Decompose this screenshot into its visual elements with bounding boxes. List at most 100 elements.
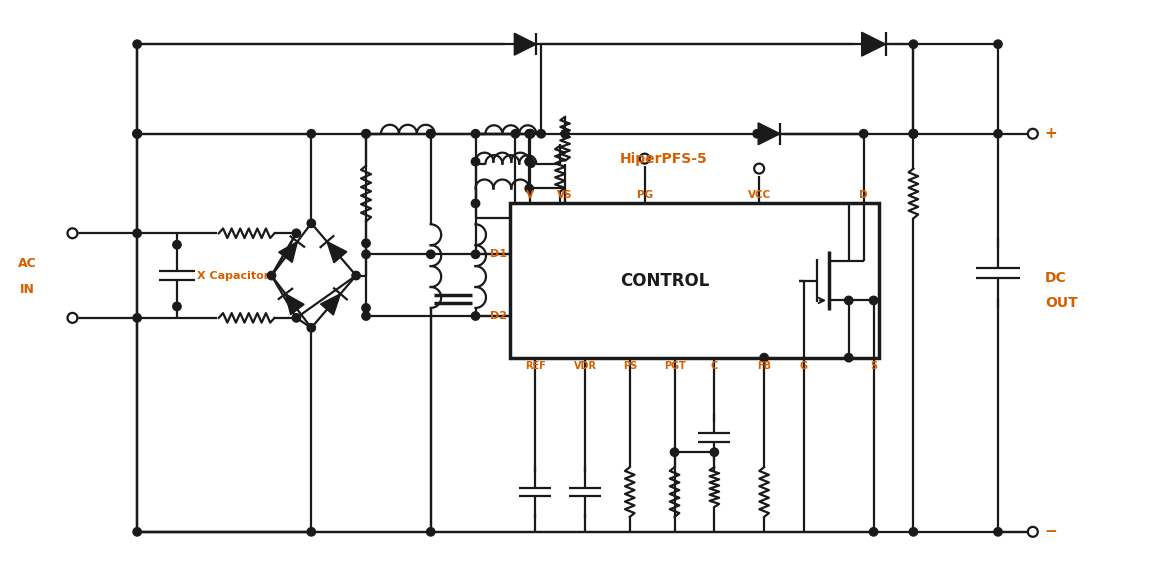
Text: G: G [800, 361, 809, 370]
Text: PG: PG [636, 190, 652, 201]
Circle shape [352, 272, 360, 280]
Circle shape [308, 528, 316, 536]
Circle shape [994, 40, 1002, 49]
Text: D: D [860, 190, 868, 201]
Circle shape [472, 250, 480, 258]
Circle shape [133, 129, 141, 138]
Text: S: S [870, 361, 877, 370]
Polygon shape [514, 34, 536, 55]
Circle shape [760, 354, 768, 362]
Text: IN: IN [20, 283, 35, 297]
Circle shape [994, 528, 1002, 536]
Circle shape [426, 528, 435, 536]
Circle shape [869, 528, 877, 536]
Circle shape [426, 129, 435, 138]
Polygon shape [278, 242, 297, 262]
Circle shape [909, 528, 918, 536]
Circle shape [472, 129, 480, 138]
Text: D2: D2 [490, 311, 508, 321]
Circle shape [472, 130, 479, 138]
Polygon shape [758, 123, 781, 144]
Polygon shape [320, 294, 340, 315]
Circle shape [426, 250, 435, 258]
Circle shape [845, 354, 853, 362]
Circle shape [308, 129, 316, 138]
Text: HiperPFS-5: HiperPFS-5 [620, 151, 707, 166]
Circle shape [754, 164, 764, 173]
Circle shape [909, 129, 918, 138]
Circle shape [670, 448, 679, 457]
Circle shape [362, 129, 370, 138]
Circle shape [537, 129, 545, 138]
Polygon shape [285, 294, 304, 314]
Circle shape [753, 129, 762, 138]
Circle shape [68, 228, 77, 238]
Circle shape [711, 448, 719, 457]
Circle shape [909, 129, 918, 138]
Text: +: + [1045, 126, 1058, 141]
Text: CONTROL: CONTROL [620, 272, 709, 290]
Circle shape [909, 129, 918, 138]
Text: VDR: VDR [573, 361, 596, 370]
Circle shape [860, 129, 868, 138]
Circle shape [133, 129, 141, 138]
Text: FB: FB [757, 361, 771, 370]
Circle shape [292, 314, 301, 322]
Text: OUT: OUT [1045, 296, 1078, 310]
Circle shape [640, 154, 650, 164]
Text: REF: REF [525, 361, 545, 370]
Text: C: C [711, 361, 718, 370]
Circle shape [909, 40, 918, 49]
Circle shape [525, 157, 534, 166]
Circle shape [527, 129, 535, 138]
Circle shape [1028, 129, 1038, 139]
Circle shape [133, 528, 141, 536]
Circle shape [362, 250, 370, 258]
Circle shape [1028, 527, 1038, 537]
Circle shape [133, 129, 141, 138]
Text: VS: VS [557, 190, 573, 201]
Circle shape [472, 199, 480, 208]
Circle shape [172, 240, 181, 249]
Bar [510, 203, 878, 358]
Circle shape [426, 129, 435, 138]
Circle shape [909, 129, 918, 138]
Circle shape [133, 40, 141, 49]
Circle shape [308, 324, 316, 332]
Text: V: V [527, 190, 535, 201]
Circle shape [362, 303, 370, 312]
Circle shape [362, 129, 370, 138]
Circle shape [472, 157, 480, 166]
Circle shape [845, 297, 853, 305]
Circle shape [362, 312, 370, 320]
Text: DC: DC [1045, 271, 1066, 285]
Text: VCC: VCC [748, 190, 771, 201]
Circle shape [292, 229, 301, 238]
Circle shape [267, 272, 276, 280]
Circle shape [560, 129, 570, 138]
Polygon shape [327, 242, 347, 263]
Circle shape [525, 157, 534, 166]
Circle shape [362, 239, 370, 247]
Circle shape [308, 219, 316, 228]
Circle shape [68, 313, 77, 323]
Text: D1: D1 [490, 249, 508, 260]
Polygon shape [862, 32, 885, 56]
Text: X Capacitor: X Capacitor [197, 271, 269, 280]
Circle shape [133, 229, 141, 238]
Text: AC: AC [19, 257, 37, 269]
Circle shape [525, 129, 534, 138]
Circle shape [172, 302, 181, 310]
Circle shape [511, 129, 520, 138]
Circle shape [426, 129, 435, 138]
Text: PS: PS [622, 361, 637, 370]
Circle shape [472, 312, 480, 320]
Circle shape [528, 160, 535, 168]
Circle shape [525, 184, 534, 192]
Circle shape [527, 129, 535, 138]
Circle shape [994, 129, 1002, 138]
Text: PGT: PGT [664, 361, 685, 370]
Circle shape [527, 129, 535, 138]
Circle shape [869, 297, 877, 305]
Text: −: − [1045, 524, 1058, 539]
